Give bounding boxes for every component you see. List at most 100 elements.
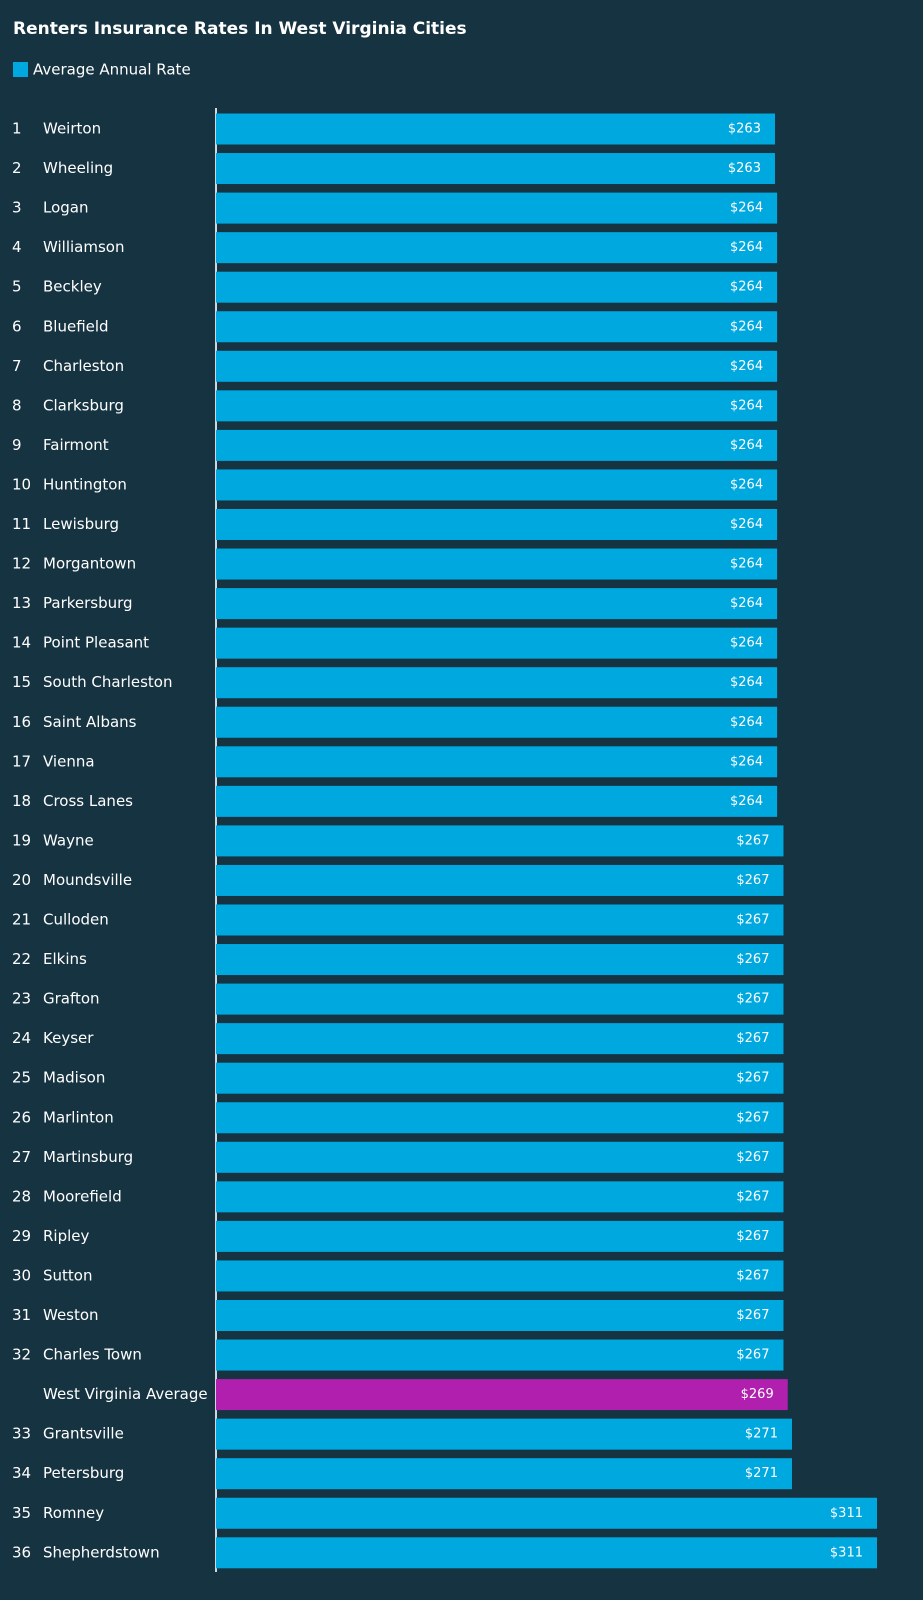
value-label: $269 (741, 1387, 774, 1402)
value-label: $264 (730, 477, 763, 492)
category-label: Elkins (43, 950, 87, 968)
legend-label: Average Annual Rate (33, 61, 191, 79)
bar (216, 1497, 877, 1529)
category-label: Shepherdstown (43, 1543, 160, 1561)
value-label: $264 (730, 715, 763, 730)
category-label: Saint Albans (43, 713, 137, 731)
bar (216, 469, 778, 501)
category-label: Petersburg (43, 1464, 124, 1482)
bar (216, 390, 778, 422)
rank-label: 17 (12, 752, 31, 770)
rank-label: 35 (12, 1504, 31, 1522)
category-label: Weirton (43, 120, 101, 138)
rank-label: 13 (12, 594, 31, 612)
value-label: $267 (736, 913, 769, 928)
category-label: West Virginia Average (43, 1385, 208, 1403)
bar (216, 232, 778, 264)
bar (216, 1300, 784, 1331)
category-label: Grafton (43, 990, 100, 1008)
category-label: Williamson (43, 238, 124, 256)
category-label: Sutton (43, 1266, 92, 1284)
bar (216, 864, 784, 896)
value-label: $267 (736, 1268, 769, 1283)
rank-label: 28 (12, 1187, 31, 1205)
bar (216, 1181, 784, 1213)
bar (216, 192, 778, 224)
category-label: Charles Town (43, 1346, 142, 1364)
rank-label: 8 (12, 396, 22, 414)
value-label: $311 (830, 1545, 863, 1560)
bar (216, 667, 778, 699)
rank-label: 23 (12, 990, 31, 1008)
category-label: Charleston (43, 357, 124, 375)
value-label: $264 (730, 636, 763, 651)
category-label: Lewisburg (43, 515, 119, 533)
bar (216, 311, 778, 343)
category-label: Culloden (43, 911, 109, 929)
rank-label: 19 (12, 831, 31, 849)
rank-label: 20 (12, 871, 31, 889)
value-label: $267 (736, 992, 769, 1007)
bar (216, 153, 775, 185)
value-label: $264 (730, 517, 763, 532)
bar (216, 588, 778, 620)
legend-swatch (13, 62, 28, 77)
bar (216, 1062, 784, 1094)
value-label: $271 (745, 1466, 778, 1481)
category-label: Keyser (43, 1029, 94, 1047)
rank-label: 18 (12, 792, 31, 810)
rank-label: 5 (12, 278, 22, 296)
rank-label: 27 (12, 1148, 31, 1166)
value-label: $267 (736, 1348, 769, 1363)
category-label: Marlinton (43, 1108, 114, 1126)
value-label: $264 (730, 319, 763, 334)
category-label: Grantsville (43, 1425, 124, 1443)
value-label: $267 (736, 833, 769, 848)
rank-label: 34 (12, 1464, 31, 1482)
bar (216, 627, 778, 659)
value-label: $271 (745, 1427, 778, 1442)
value-label: $264 (730, 675, 763, 690)
rank-label: 1 (12, 120, 22, 138)
bar (216, 1220, 784, 1252)
bar (216, 1537, 877, 1569)
rank-label: 32 (12, 1346, 31, 1364)
rank-label: 25 (12, 1069, 31, 1087)
rank-label: 3 (12, 199, 22, 217)
category-label: Ripley (43, 1227, 90, 1245)
bar (216, 429, 778, 461)
rank-label: 33 (12, 1425, 31, 1443)
category-label: Logan (43, 199, 89, 217)
value-label: $264 (730, 794, 763, 809)
rank-label: 4 (12, 238, 22, 256)
category-label: Vienna (43, 752, 95, 770)
value-label: $263 (728, 122, 761, 137)
bar (216, 944, 784, 976)
category-label: Point Pleasant (43, 634, 149, 652)
chart-title: Renters Insurance Rates In West Virginia… (13, 19, 467, 39)
bar (216, 1418, 792, 1450)
bar (216, 509, 778, 540)
category-label: Beckley (43, 278, 102, 296)
value-label: $267 (736, 1110, 769, 1125)
value-label: $267 (736, 1308, 769, 1323)
category-label: Wayne (43, 831, 94, 849)
value-label: $264 (730, 438, 763, 453)
value-label: $264 (730, 557, 763, 572)
category-label: Bluefield (43, 317, 109, 335)
bar (216, 548, 778, 580)
rank-label: 9 (12, 436, 22, 454)
bar (216, 271, 778, 303)
rank-label: 10 (12, 475, 31, 493)
rank-label: 15 (12, 673, 31, 691)
category-label: Morgantown (43, 555, 136, 573)
rank-label: 7 (12, 357, 22, 375)
rank-label: 24 (12, 1029, 31, 1047)
value-label: $264 (730, 596, 763, 611)
category-label: Parkersburg (43, 594, 133, 612)
value-label: $267 (736, 952, 769, 967)
category-label: Clarksburg (43, 396, 124, 414)
category-label: Weston (43, 1306, 99, 1324)
value-label: $311 (830, 1506, 863, 1521)
